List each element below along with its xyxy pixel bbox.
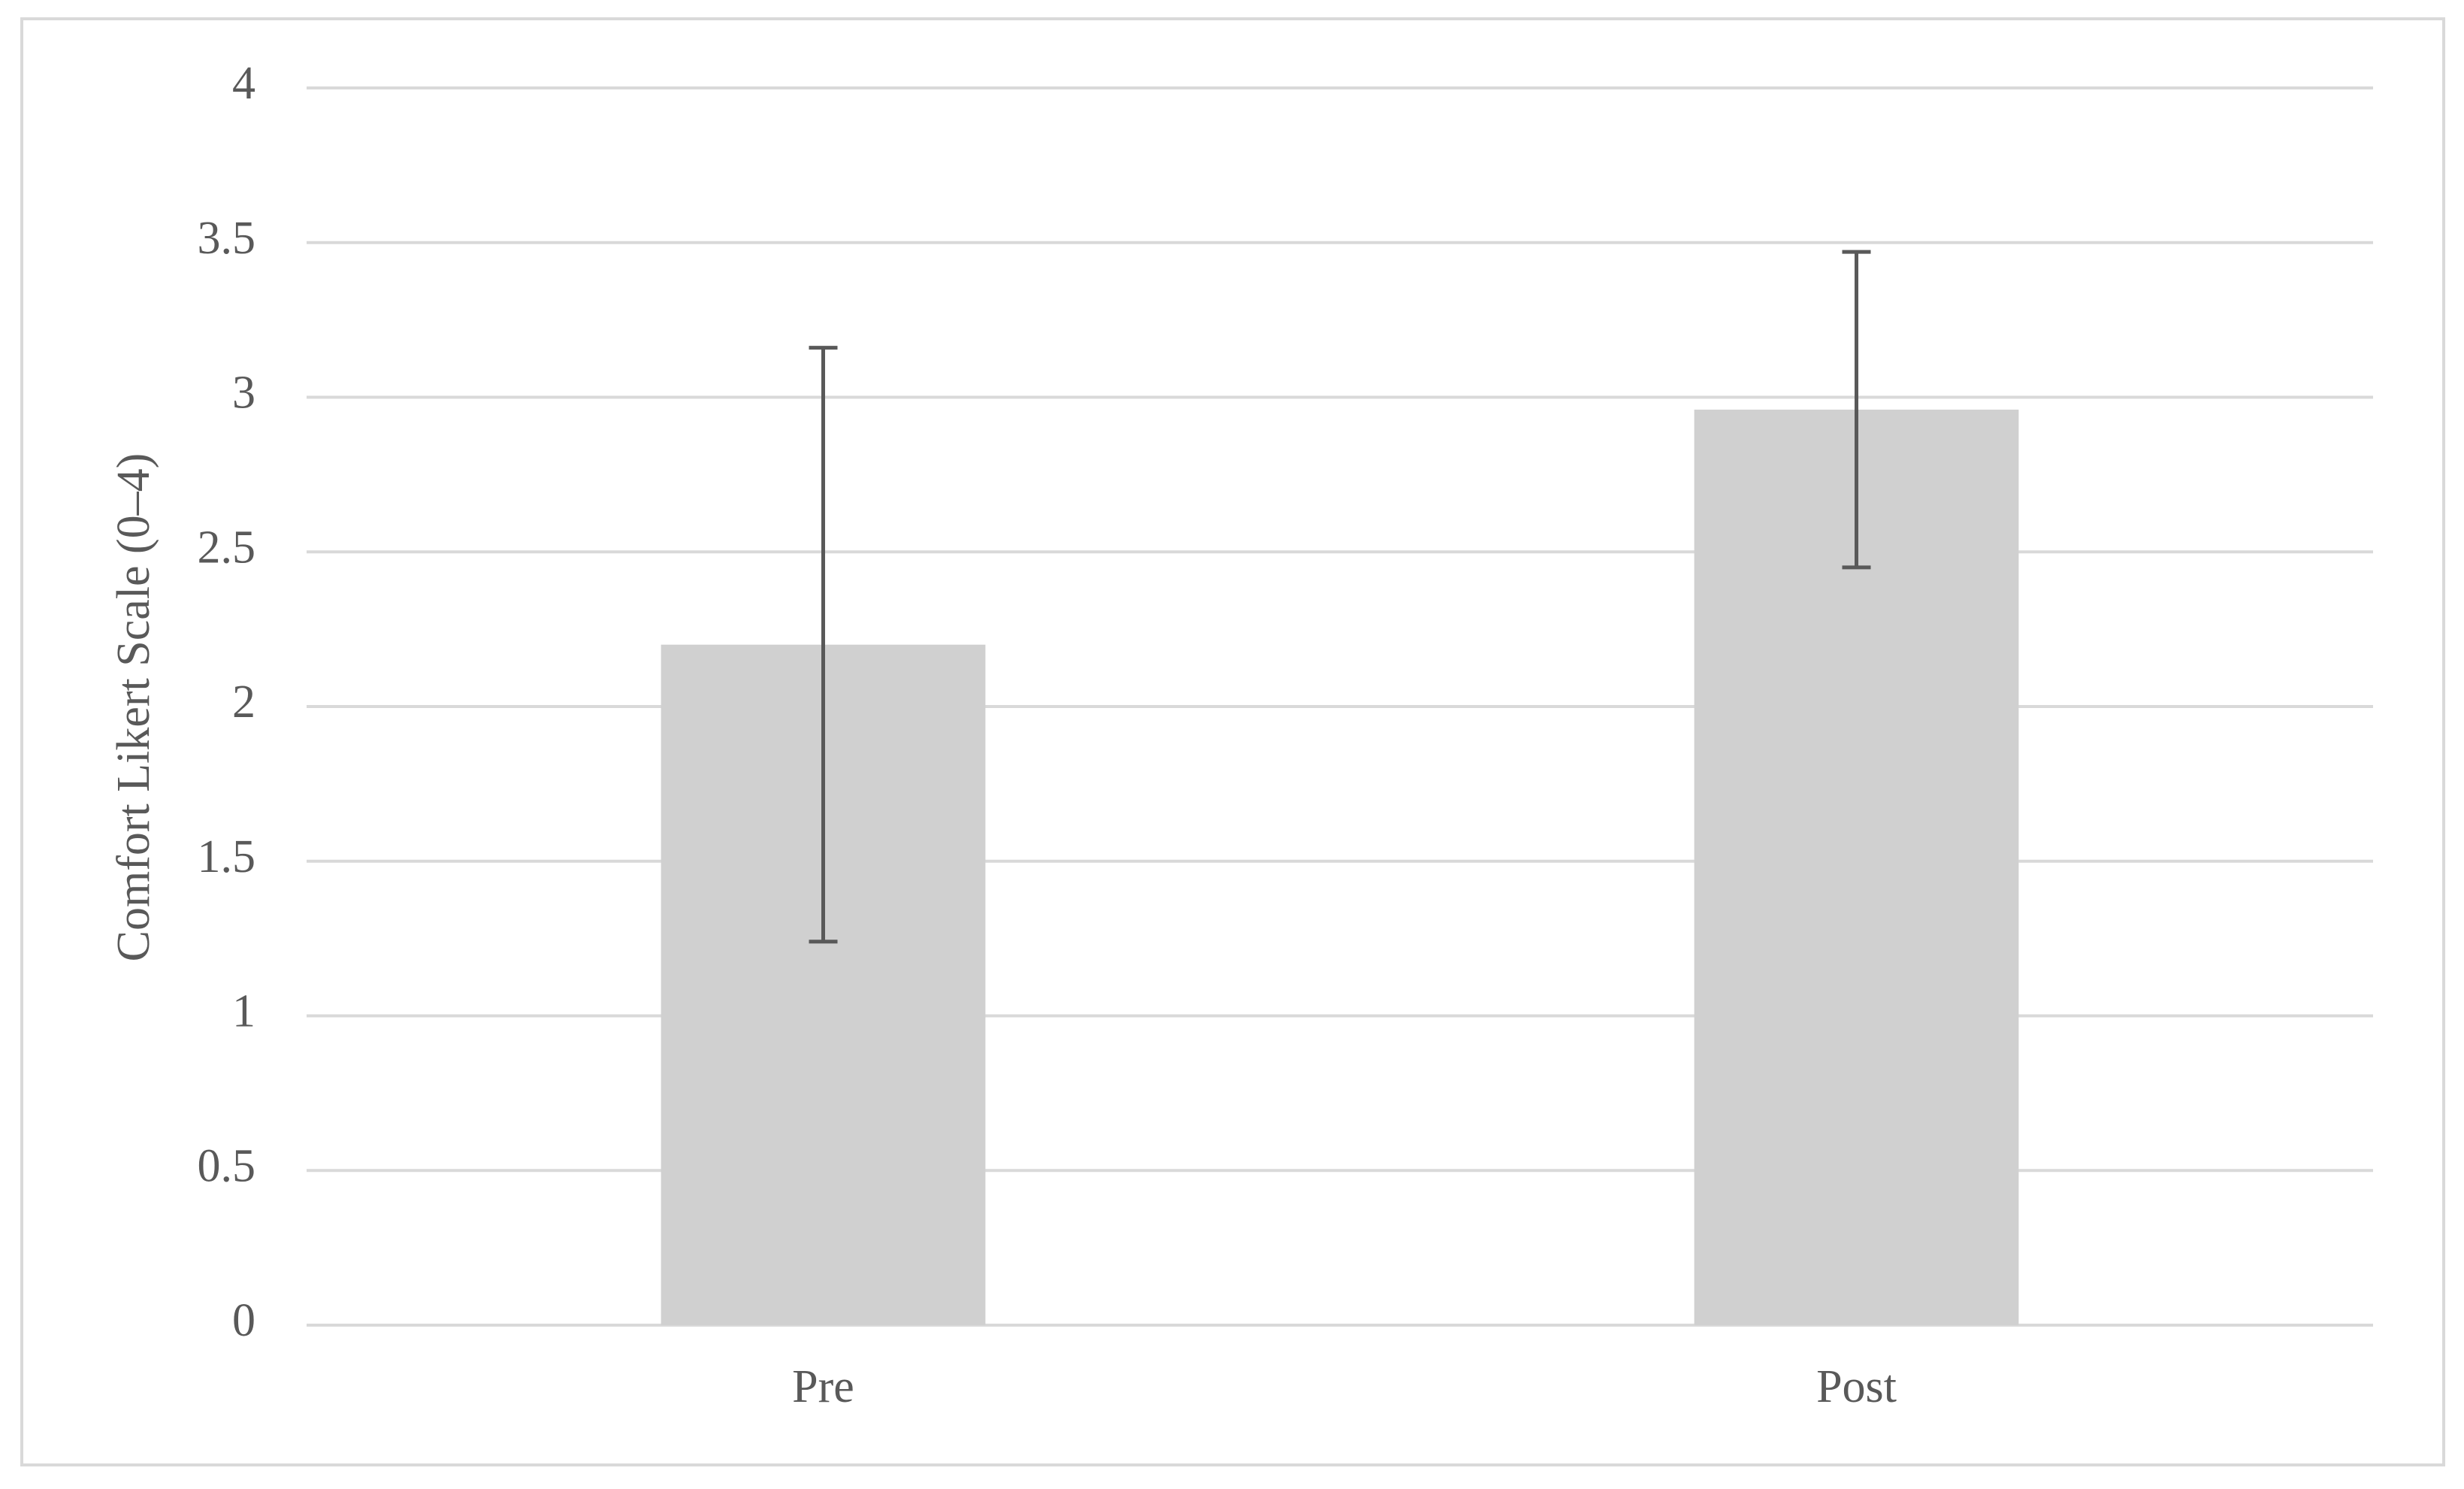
y-tick-label: 3: [232, 368, 255, 419]
y-tick-label: 0: [232, 1295, 255, 1346]
y-tick-label: 1.5: [198, 831, 256, 882]
x-tick-label: Pre: [792, 1361, 854, 1412]
y-tick-label: 2.5: [198, 522, 256, 573]
y-tick-label: 1: [232, 986, 255, 1037]
y-tick-label: 0.5: [198, 1140, 256, 1191]
y-tick-label: 3.5: [198, 213, 256, 264]
y-tick-label: 2: [232, 676, 255, 728]
chart-border: [20, 17, 2445, 1466]
error-bar: [809, 346, 838, 944]
y-axis-label: Comfort Likert Scale (0–4): [108, 453, 159, 962]
x-tick-label: Post: [1816, 1361, 1897, 1412]
y-tick-label: 4: [232, 58, 255, 109]
error-bar: [1842, 250, 1871, 570]
